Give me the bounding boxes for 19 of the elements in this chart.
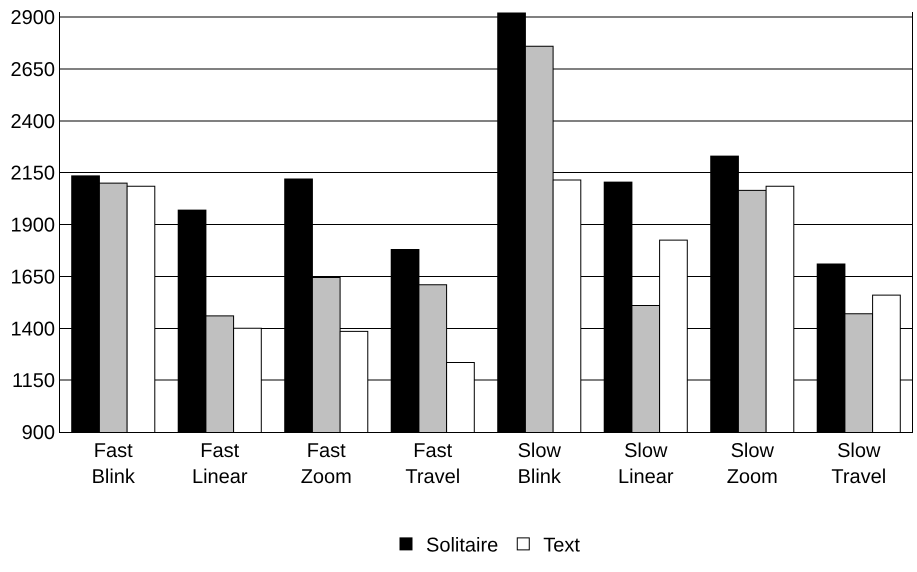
y-tick-label: 1650 (10, 266, 55, 288)
legend-label: Solitaire (426, 534, 498, 557)
y-tick-label: 1150 (12, 370, 55, 392)
y-tick-label: 2400 (10, 110, 55, 133)
y-tick-label: 1900 (10, 214, 55, 237)
x-tick-label: Fast Blink (92, 440, 136, 488)
x-tick-label: Slow Zoom (726, 440, 778, 488)
legend-label: Text (543, 534, 580, 557)
x-tick-label: Fast Linear (192, 440, 248, 488)
y-tick-label: 1400 (10, 318, 55, 340)
x-tick-label: Fast Zoom (300, 440, 352, 488)
x-tick-label: Fast Travel (405, 440, 460, 488)
y-tick-label: 900 (22, 422, 55, 444)
x-tick-label: Slow Travel (831, 440, 886, 488)
x-tick-label: Slow Blink (518, 440, 562, 488)
x-tick-label: Slow Linear (618, 440, 674, 488)
y-tick-label: 2650 (10, 59, 55, 82)
y-tick-label: 2900 (10, 7, 55, 30)
y-tick-label: 2150 (10, 162, 55, 185)
